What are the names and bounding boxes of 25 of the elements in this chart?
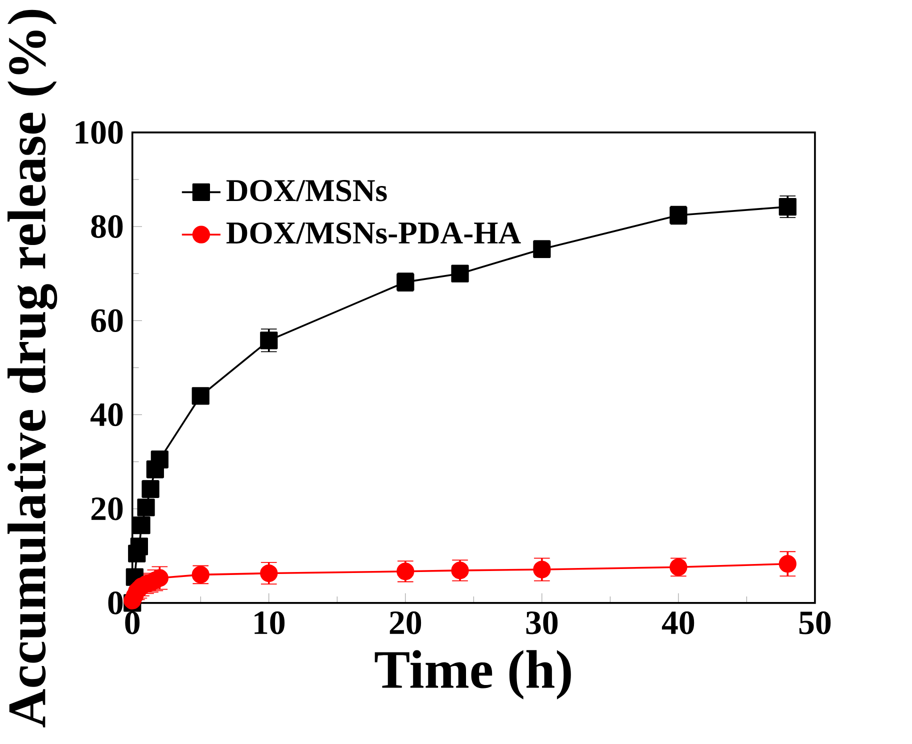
point bbox=[778, 554, 796, 573]
x-tick-label: 40 bbox=[662, 611, 694, 634]
x-tick-label: 50 bbox=[799, 611, 831, 634]
point bbox=[533, 560, 551, 578]
x-tick-label: 0 bbox=[125, 611, 140, 634]
point bbox=[137, 498, 155, 516]
y-tick-label: 40 bbox=[90, 403, 123, 426]
x-tick-label: 30 bbox=[526, 611, 558, 634]
y-tick-label: 20 bbox=[91, 497, 123, 520]
x-axis-title: Time (h) bbox=[374, 650, 571, 700]
point bbox=[192, 386, 210, 405]
y-tick-label: 0 bbox=[108, 591, 123, 614]
legend-label: DOX/MSNs bbox=[226, 180, 387, 202]
point bbox=[260, 564, 278, 582]
y-axis-title: Accumulative drug release (%) bbox=[8, 10, 58, 728]
legend-label: DOX/MSNs-PDA-HA bbox=[226, 222, 521, 244]
x-tick-label: 20 bbox=[390, 611, 422, 634]
point bbox=[132, 516, 150, 534]
y-tick-label: 80 bbox=[91, 214, 123, 238]
point bbox=[130, 537, 148, 556]
y-tick-label: 100 bbox=[76, 120, 123, 144]
point bbox=[260, 331, 278, 350]
y-tick-label: 60 bbox=[91, 309, 123, 332]
x-tick-label: 10 bbox=[254, 611, 285, 634]
point bbox=[451, 264, 469, 282]
